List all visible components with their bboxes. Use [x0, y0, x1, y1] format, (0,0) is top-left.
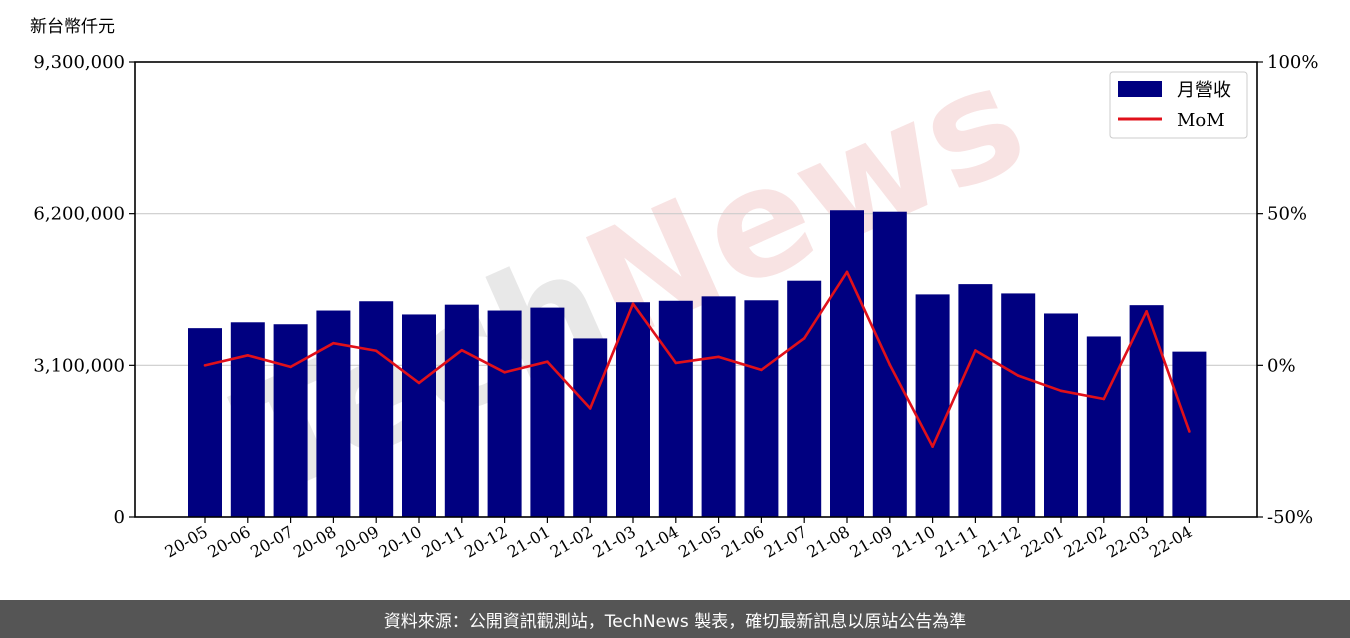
mom-point [974, 349, 977, 352]
x-tick-label: 21-01 [504, 522, 553, 562]
mom-point [760, 368, 763, 372]
x-tick-label: 21-10 [889, 522, 938, 562]
x-tick-label: 20-06 [204, 522, 253, 562]
plot-frame [134, 61, 1258, 518]
source-footer: 資料來源：公開資訊觀測站，TechNews 製表，確切最新訊息以原站公告為準 [0, 600, 1350, 638]
x-tick-label: 21-11 [932, 522, 981, 562]
revenue-chart: TechNews 03,100,0006,200,0009,300,000-50… [30, 17, 1318, 562]
mom-point [289, 365, 292, 369]
revenue-bar [787, 280, 822, 517]
revenue-bar [230, 322, 265, 517]
revenue-bar [915, 294, 950, 517]
revenue-bar [316, 310, 351, 517]
mom-point [246, 354, 250, 357]
revenue-bar [830, 210, 864, 517]
source-text: 資料來源：公開資訊觀測站，TechNews 製表，確切最新訊息以原站公告為準 [383, 611, 967, 632]
mom-point [374, 349, 378, 353]
x-tick-label: 22-01 [1018, 522, 1067, 562]
x-tick-label: 21-04 [632, 522, 681, 562]
mom-point [460, 348, 464, 352]
mom-point [674, 361, 678, 365]
x-tick-label: 22-02 [1060, 522, 1109, 562]
revenue-bar [359, 301, 394, 517]
mom-point [546, 360, 549, 363]
mom-point [802, 337, 806, 340]
mom-line [203, 270, 1191, 448]
x-tick-label: 21-07 [761, 522, 810, 562]
revenue-bar [1001, 293, 1036, 517]
x-tick-label: 22-04 [1146, 522, 1195, 562]
revenue-bar [444, 304, 479, 517]
mom-point [888, 363, 892, 367]
y-left-tick-label: 0 [114, 507, 125, 528]
mom-point [717, 355, 720, 359]
mom-point [631, 302, 635, 306]
x-tick-label: 20-10 [376, 522, 425, 562]
revenue-bar [744, 300, 779, 517]
revenue-bar [487, 310, 522, 517]
revenue-bar [958, 284, 993, 517]
x-tick-label: 21-02 [547, 522, 596, 562]
mom-point [1102, 397, 1106, 401]
x-tick-label: 21-09 [846, 522, 895, 562]
mom-point [503, 371, 506, 374]
mom-point [1016, 374, 1020, 377]
y-right-tick-label: 100% [1267, 52, 1318, 73]
revenue-bar [701, 296, 736, 517]
x-tick-label: 20-07 [247, 522, 296, 562]
mom-point [1059, 389, 1063, 393]
x-tick-label: 21-06 [718, 522, 767, 562]
y-axis-unit-label: 新台幣仟元 [30, 17, 115, 37]
x-tick-label: 20-09 [333, 522, 382, 562]
mom-point [417, 381, 421, 385]
revenue-bar [658, 300, 693, 517]
revenue-bar [573, 338, 608, 517]
mom-point [1145, 310, 1148, 313]
revenue-bar [402, 314, 436, 517]
legend-label-revenue: 月營收 [1177, 80, 1231, 101]
mom-point [332, 341, 335, 345]
mom-point [203, 364, 207, 367]
revenue-bar [1086, 336, 1121, 517]
x-tick-label: 22-03 [1103, 522, 1152, 562]
revenue-bar [188, 328, 222, 517]
mom-polyline [204, 270, 1191, 448]
x-tick-label: 20-05 [162, 522, 211, 562]
x-tick-label: 20-12 [461, 522, 510, 562]
revenue-bar [616, 302, 650, 517]
y-left-tick-label: 9,300,000 [33, 52, 125, 73]
y-left-tick-label: 3,100,000 [33, 355, 125, 376]
revenue-bar [273, 324, 308, 517]
legend-label-mom: MoM [1177, 110, 1225, 131]
x-tick-label: 21-08 [804, 522, 853, 562]
x-tick-label: 20-08 [290, 522, 339, 562]
revenue-bar [1044, 313, 1078, 517]
revenue-bar [1172, 351, 1207, 517]
y-left-tick-label: 6,200,000 [33, 204, 125, 225]
mom-point [1188, 430, 1191, 433]
revenue-bars [188, 210, 1207, 518]
x-tick-label: 21-03 [590, 522, 639, 562]
x-tick-label: 21-05 [675, 522, 724, 562]
mom-point [588, 407, 592, 410]
legend: 月營收 MoM [1109, 71, 1248, 139]
mom-point [931, 445, 934, 448]
mom-point [845, 270, 849, 274]
y-right-tick-label: -50% [1267, 507, 1313, 528]
x-tick-label: 20-11 [418, 522, 467, 562]
y-right-tick-label: 50% [1267, 204, 1307, 225]
legend-bar-swatch [1118, 81, 1162, 97]
y-right-tick-label: 0% [1267, 355, 1296, 376]
x-tick-label: 21-12 [975, 522, 1024, 562]
revenue-bar [530, 307, 565, 517]
